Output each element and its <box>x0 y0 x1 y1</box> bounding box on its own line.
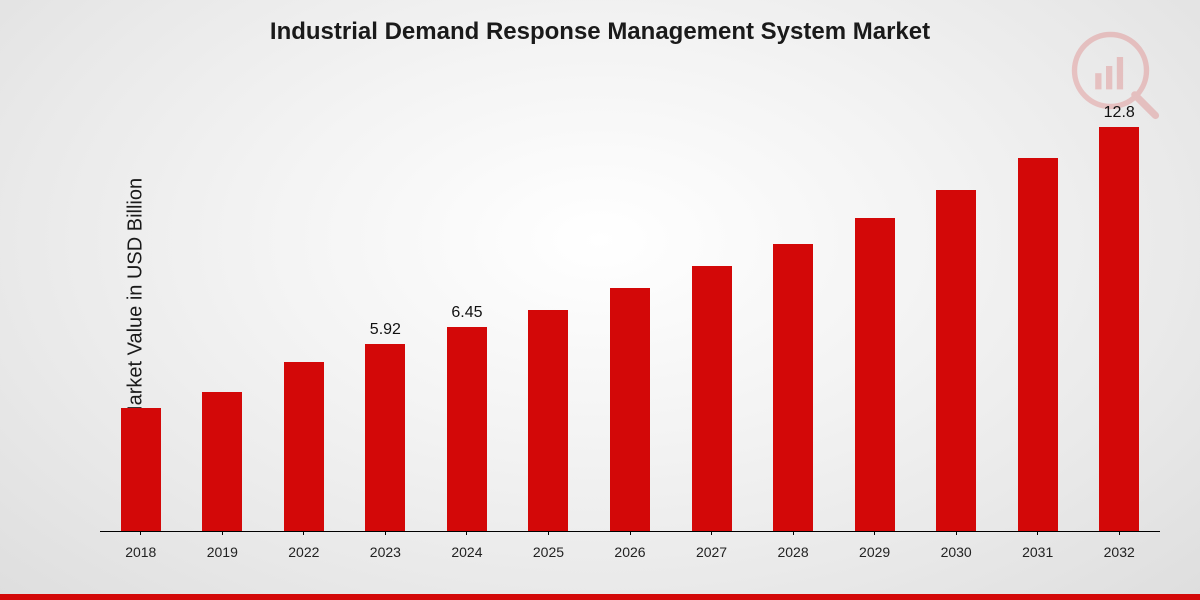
plot-area: 20182019202220235.9220246.45202520262027… <box>100 90 1160 532</box>
chart-container: Industrial Demand Response Management Sy… <box>0 0 1200 600</box>
bar-value-label: 6.45 <box>437 304 497 322</box>
bar <box>365 344 405 531</box>
x-axis-label: 2030 <box>926 544 986 560</box>
bar-value-label: 5.92 <box>355 321 415 339</box>
x-axis-label: 2025 <box>518 544 578 560</box>
bar <box>284 362 324 531</box>
bar <box>936 190 976 531</box>
x-axis-label: 2026 <box>600 544 660 560</box>
bar <box>447 327 487 531</box>
bar <box>1018 158 1058 531</box>
bar <box>855 218 895 531</box>
x-axis-label: 2032 <box>1089 544 1149 560</box>
bar <box>1099 127 1139 531</box>
footer-accent-line <box>0 594 1200 600</box>
bar-value-label: 12.8 <box>1089 104 1149 122</box>
bar <box>528 310 568 531</box>
x-axis-label: 2027 <box>682 544 742 560</box>
bar <box>692 266 732 531</box>
x-axis-label: 2029 <box>845 544 905 560</box>
x-axis-label: 2022 <box>274 544 334 560</box>
x-axis-label: 2019 <box>192 544 252 560</box>
x-axis-label: 2031 <box>1008 544 1068 560</box>
x-axis-label: 2028 <box>763 544 823 560</box>
x-axis-label: 2024 <box>437 544 497 560</box>
bar <box>610 288 650 531</box>
chart-title: Industrial Demand Response Management Sy… <box>0 18 1200 46</box>
x-axis-label: 2023 <box>355 544 415 560</box>
bar <box>121 408 161 531</box>
bar <box>202 392 242 531</box>
x-axis-label: 2018 <box>111 544 171 560</box>
bar <box>773 244 813 531</box>
